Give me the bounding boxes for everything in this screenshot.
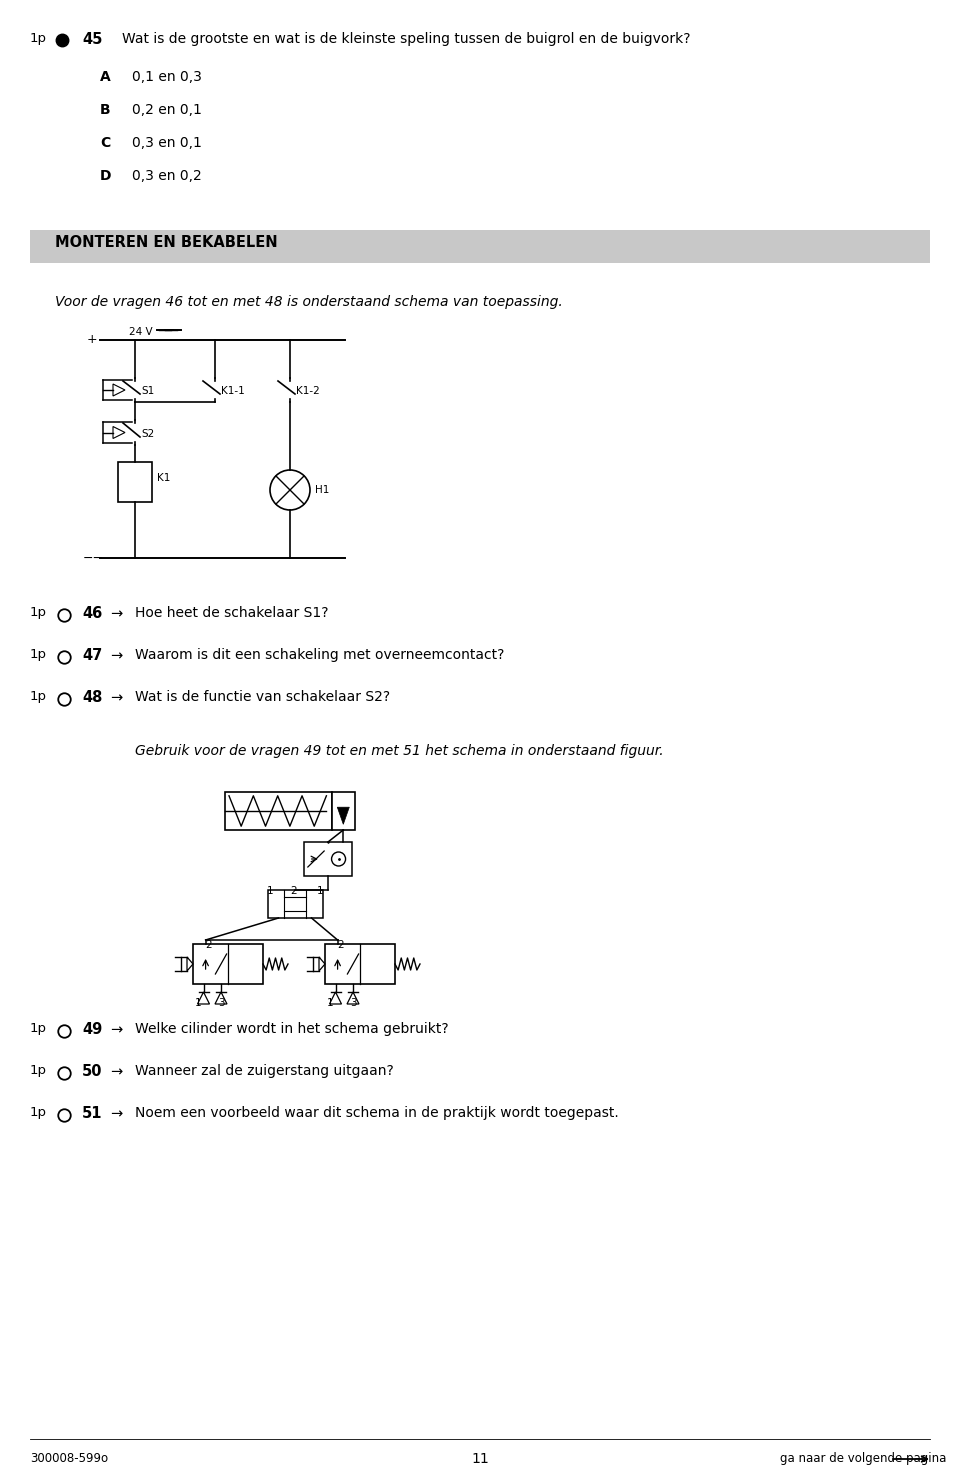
- Text: +: +: [87, 333, 98, 346]
- Text: Gebruik voor de vragen 49 tot en met 51 het schema in onderstaand figuur.: Gebruik voor de vragen 49 tot en met 51 …: [135, 744, 663, 758]
- Bar: [325, 943, 395, 985]
- Text: 45: 45: [82, 32, 103, 47]
- Polygon shape: [113, 385, 125, 397]
- Text: 48: 48: [82, 690, 103, 705]
- Bar: [225, 792, 331, 830]
- Text: 1p: 1p: [30, 690, 47, 703]
- Text: Noem een voorbeeld waar dit schema in de praktijk wordt toegepast.: Noem een voorbeeld waar dit schema in de…: [135, 1106, 619, 1120]
- Text: →: →: [110, 649, 122, 663]
- Text: Wanneer zal de zuigerstang uitgaan?: Wanneer zal de zuigerstang uitgaan?: [135, 1064, 394, 1077]
- Text: 49: 49: [82, 1021, 103, 1038]
- Bar: [304, 842, 352, 876]
- Bar: [268, 890, 323, 918]
- Text: 1: 1: [327, 998, 334, 1008]
- Text: 51: 51: [82, 1106, 103, 1122]
- Text: Wat is de functie van schakelaar S2?: Wat is de functie van schakelaar S2?: [135, 690, 390, 705]
- Text: S1: S1: [141, 386, 155, 397]
- Polygon shape: [337, 808, 349, 824]
- Text: Waarom is dit een schakeling met overneemcontact?: Waarom is dit een schakeling met overnee…: [135, 649, 504, 662]
- Polygon shape: [329, 992, 342, 1004]
- Bar: [193, 943, 263, 985]
- Text: 300008-599o: 300008-599o: [30, 1452, 108, 1465]
- Text: →: →: [110, 690, 122, 705]
- Text: −−: −−: [83, 551, 104, 565]
- Text: Welke cilinder wordt in het schema gebruikt?: Welke cilinder wordt in het schema gebru…: [135, 1021, 448, 1036]
- Text: 46: 46: [82, 606, 103, 621]
- Text: D: D: [100, 170, 111, 183]
- Text: 2: 2: [205, 940, 212, 951]
- Text: Voor de vragen 46 tot en met 48 is onderstaand schema van toepassing.: Voor de vragen 46 tot en met 48 is onder…: [55, 295, 563, 310]
- Text: ga naar de volgende pagina: ga naar de volgende pagina: [780, 1452, 947, 1465]
- Text: 1p: 1p: [30, 1106, 47, 1119]
- Polygon shape: [319, 957, 325, 971]
- Text: S2: S2: [141, 429, 155, 438]
- Text: 0,2 en 0,1: 0,2 en 0,1: [132, 103, 202, 116]
- Polygon shape: [113, 426, 125, 438]
- Text: 0,3 en 0,1: 0,3 en 0,1: [132, 136, 202, 150]
- Text: Hoe heet de schakelaar S1?: Hoe heet de schakelaar S1?: [135, 606, 328, 621]
- Text: 50: 50: [82, 1064, 103, 1079]
- Text: K1-1: K1-1: [221, 386, 245, 397]
- Text: →: →: [110, 1106, 122, 1122]
- Text: 1: 1: [317, 886, 324, 896]
- Text: 0,1 en 0,3: 0,1 en 0,3: [132, 69, 202, 84]
- Text: 1p: 1p: [30, 1021, 47, 1035]
- Text: MONTEREN EN BEKABELEN: MONTEREN EN BEKABELEN: [55, 234, 277, 251]
- Text: →: →: [110, 606, 122, 621]
- Text: 3: 3: [350, 998, 357, 1008]
- Text: 1p: 1p: [30, 606, 47, 619]
- Text: K1: K1: [157, 473, 170, 483]
- Polygon shape: [215, 992, 227, 1004]
- Text: Wat is de grootste en wat is de kleinste speling tussen de buigrol en de buigvor: Wat is de grootste en wat is de kleinste…: [122, 32, 690, 46]
- Circle shape: [270, 470, 310, 510]
- Text: 1: 1: [267, 886, 274, 896]
- Text: 3: 3: [218, 998, 225, 1008]
- Text: →: →: [110, 1021, 122, 1038]
- Polygon shape: [347, 992, 359, 1004]
- Circle shape: [331, 852, 346, 867]
- Text: 1p: 1p: [30, 649, 47, 660]
- Text: →: →: [110, 1064, 122, 1079]
- Text: 47: 47: [82, 649, 103, 663]
- Text: 2: 2: [338, 940, 345, 951]
- Text: H1: H1: [315, 485, 329, 495]
- Bar: [30, 230, 930, 262]
- Text: A: A: [100, 69, 110, 84]
- Polygon shape: [198, 992, 209, 1004]
- Text: 1p: 1p: [30, 32, 47, 46]
- Bar: [331, 792, 355, 830]
- Text: 0,3 en 0,2: 0,3 en 0,2: [132, 170, 202, 183]
- Text: 1: 1: [195, 998, 202, 1008]
- Text: 1p: 1p: [30, 1064, 47, 1077]
- Text: K1-2: K1-2: [296, 386, 320, 397]
- Bar: [118, 461, 152, 503]
- Text: B: B: [100, 103, 110, 116]
- Text: C: C: [100, 136, 110, 150]
- Text: 24 V: 24 V: [129, 327, 153, 338]
- Polygon shape: [187, 957, 193, 971]
- Text: 2: 2: [290, 886, 297, 896]
- Text: 11: 11: [471, 1452, 489, 1467]
